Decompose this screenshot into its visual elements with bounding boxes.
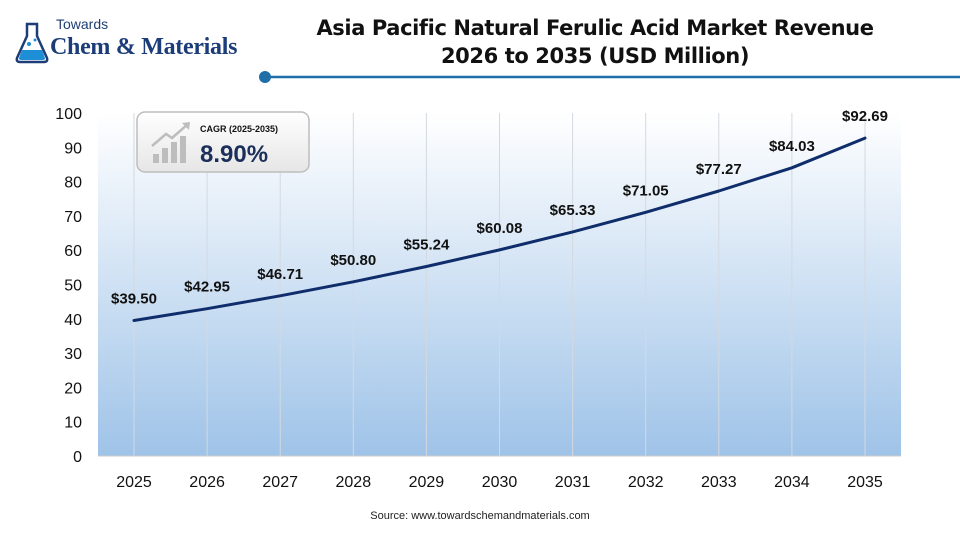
data-label: $60.08 xyxy=(477,220,523,237)
data-label: $77.27 xyxy=(696,161,742,178)
y-tick-label: 60 xyxy=(64,243,82,260)
data-label: $84.03 xyxy=(769,138,815,155)
y-tick-label: 20 xyxy=(64,380,82,397)
cagr-value: 8.90% xyxy=(200,141,268,168)
cagr-box: CAGR (2025-2035) 8.90% xyxy=(136,111,310,173)
y-tick-label: 50 xyxy=(64,278,82,295)
source-note: Source: www.towardschemandmaterials.com xyxy=(370,510,590,522)
chart-title-line1: Asia Pacific Natural Ferulic Acid Market… xyxy=(316,16,874,40)
y-tick-label: 30 xyxy=(64,346,82,363)
y-tick-label: 40 xyxy=(64,312,82,329)
x-tick-label: 2025 xyxy=(116,474,152,491)
y-tick-label: 80 xyxy=(64,175,82,192)
x-tick-label: 2028 xyxy=(336,474,372,491)
series-line xyxy=(132,136,867,322)
x-tick-label: 2032 xyxy=(628,474,664,491)
header-divider-dot xyxy=(259,71,271,83)
y-tick-label: 10 xyxy=(64,415,82,432)
y-tick-label: 70 xyxy=(64,209,82,226)
chart-title: Asia Pacific Natural Ferulic Acid Market… xyxy=(300,14,890,70)
data-label: $71.05 xyxy=(623,182,669,199)
x-axis-ticks: 2025 2026 2027 2028 2029 2030 2031 2032 2033 2034… xyxy=(116,474,883,491)
x-tick-label: 2035 xyxy=(847,474,883,491)
x-tick-label: 2029 xyxy=(409,474,445,491)
y-tick-label: 90 xyxy=(64,140,82,157)
y-tick-label: 0 xyxy=(73,449,82,466)
x-tick-label: 2027 xyxy=(262,474,298,491)
data-label: $39.50 xyxy=(111,291,157,308)
y-axis-ticks: 0 10 20 30 40 50 60 70 80 90 100 xyxy=(55,106,82,466)
logo-text-main: Chem & Materials xyxy=(50,34,238,60)
logo-text-top: Towards xyxy=(56,16,109,32)
flask-icon xyxy=(15,22,49,64)
data-label: $42.95 xyxy=(184,279,230,296)
chart-title-line2: 2026 to 2035 (USD Million) xyxy=(440,44,750,68)
data-label: $65.33 xyxy=(550,202,596,219)
data-label: $50.80 xyxy=(330,252,376,269)
cagr-label: CAGR (2025-2035) xyxy=(200,124,278,134)
x-tick-label: 2030 xyxy=(482,474,518,491)
data-labels: $39.50 $42.95 $46.71 $50.80 $55.24 $60.08 $65.… xyxy=(111,108,888,307)
growth-chart-icon xyxy=(151,122,190,163)
x-tick-label: 2026 xyxy=(189,474,225,491)
x-tick-label: 2031 xyxy=(555,474,591,491)
x-tick-label: 2033 xyxy=(701,474,737,491)
x-tick-label: 2034 xyxy=(774,474,810,491)
data-label: $55.24 xyxy=(403,237,450,254)
data-label: $92.69 xyxy=(842,108,888,125)
data-label: $46.71 xyxy=(257,266,303,283)
brand-logo: Towards Chem & Materials xyxy=(12,14,262,70)
y-tick-label: 100 xyxy=(55,106,82,123)
